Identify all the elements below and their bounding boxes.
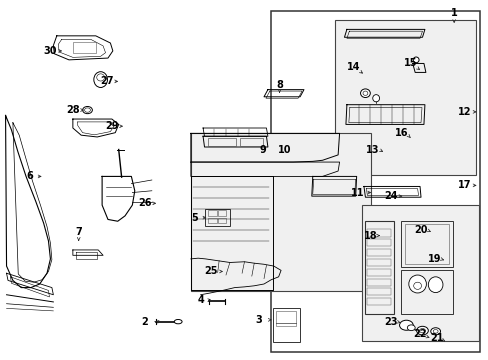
Bar: [366, 239, 390, 246]
Ellipse shape: [94, 72, 107, 87]
Text: 5: 5: [191, 213, 198, 222]
Bar: [366, 259, 390, 266]
Ellipse shape: [412, 57, 418, 63]
Text: 24: 24: [383, 191, 397, 201]
Ellipse shape: [416, 326, 427, 335]
Bar: [271, 12, 479, 352]
Ellipse shape: [432, 329, 437, 333]
Bar: [217, 211, 226, 216]
Bar: [366, 229, 390, 237]
Bar: [366, 279, 390, 286]
Bar: [207, 211, 216, 216]
Text: 15: 15: [403, 58, 416, 68]
Ellipse shape: [362, 91, 367, 95]
Bar: [239, 138, 263, 145]
Bar: [276, 311, 295, 326]
Text: 29: 29: [105, 121, 119, 131]
Ellipse shape: [174, 319, 182, 324]
Ellipse shape: [407, 325, 414, 330]
Bar: [217, 218, 226, 223]
Text: 28: 28: [66, 105, 80, 115]
Text: 27: 27: [100, 76, 114, 86]
Text: 26: 26: [138, 198, 151, 208]
Bar: [207, 218, 216, 223]
Bar: [400, 221, 452, 267]
Ellipse shape: [82, 107, 92, 114]
Text: 1: 1: [450, 8, 457, 18]
Ellipse shape: [399, 320, 412, 330]
Bar: [366, 269, 390, 276]
Bar: [405, 224, 448, 264]
Bar: [366, 298, 390, 305]
Text: 23: 23: [383, 317, 397, 327]
Ellipse shape: [427, 277, 442, 293]
Text: 11: 11: [351, 188, 364, 198]
Ellipse shape: [97, 74, 104, 81]
Text: 20: 20: [413, 225, 427, 235]
Text: 6: 6: [26, 171, 33, 181]
Text: 8: 8: [276, 80, 283, 90]
Ellipse shape: [413, 282, 421, 289]
Bar: [400, 270, 452, 315]
Text: 25: 25: [204, 266, 218, 276]
Text: 13: 13: [365, 144, 379, 154]
Text: 16: 16: [394, 129, 407, 138]
Text: 7: 7: [75, 227, 82, 237]
Text: 14: 14: [346, 62, 359, 72]
Text: 30: 30: [43, 46, 57, 56]
Text: 19: 19: [427, 254, 441, 264]
Bar: [365, 221, 393, 315]
Bar: [361, 205, 478, 341]
Ellipse shape: [408, 275, 426, 293]
Text: 22: 22: [412, 329, 426, 339]
Bar: [190, 134, 370, 291]
Text: 10: 10: [277, 144, 291, 154]
Bar: [366, 288, 390, 295]
Text: 18: 18: [363, 231, 376, 240]
Text: 3: 3: [255, 315, 262, 325]
Text: 12: 12: [457, 107, 471, 117]
Bar: [207, 138, 236, 145]
Bar: [205, 209, 229, 226]
Text: 9: 9: [259, 144, 266, 154]
Text: 17: 17: [457, 180, 471, 190]
Bar: [334, 21, 475, 175]
Text: 4: 4: [197, 295, 203, 305]
Ellipse shape: [419, 328, 425, 333]
Ellipse shape: [430, 328, 440, 335]
Ellipse shape: [360, 89, 369, 98]
Bar: [73, 42, 96, 53]
Text: 2: 2: [141, 317, 147, 327]
Ellipse shape: [372, 95, 379, 102]
Ellipse shape: [84, 108, 90, 112]
Bar: [366, 249, 390, 256]
Bar: [272, 309, 299, 342]
Text: 21: 21: [429, 333, 443, 343]
